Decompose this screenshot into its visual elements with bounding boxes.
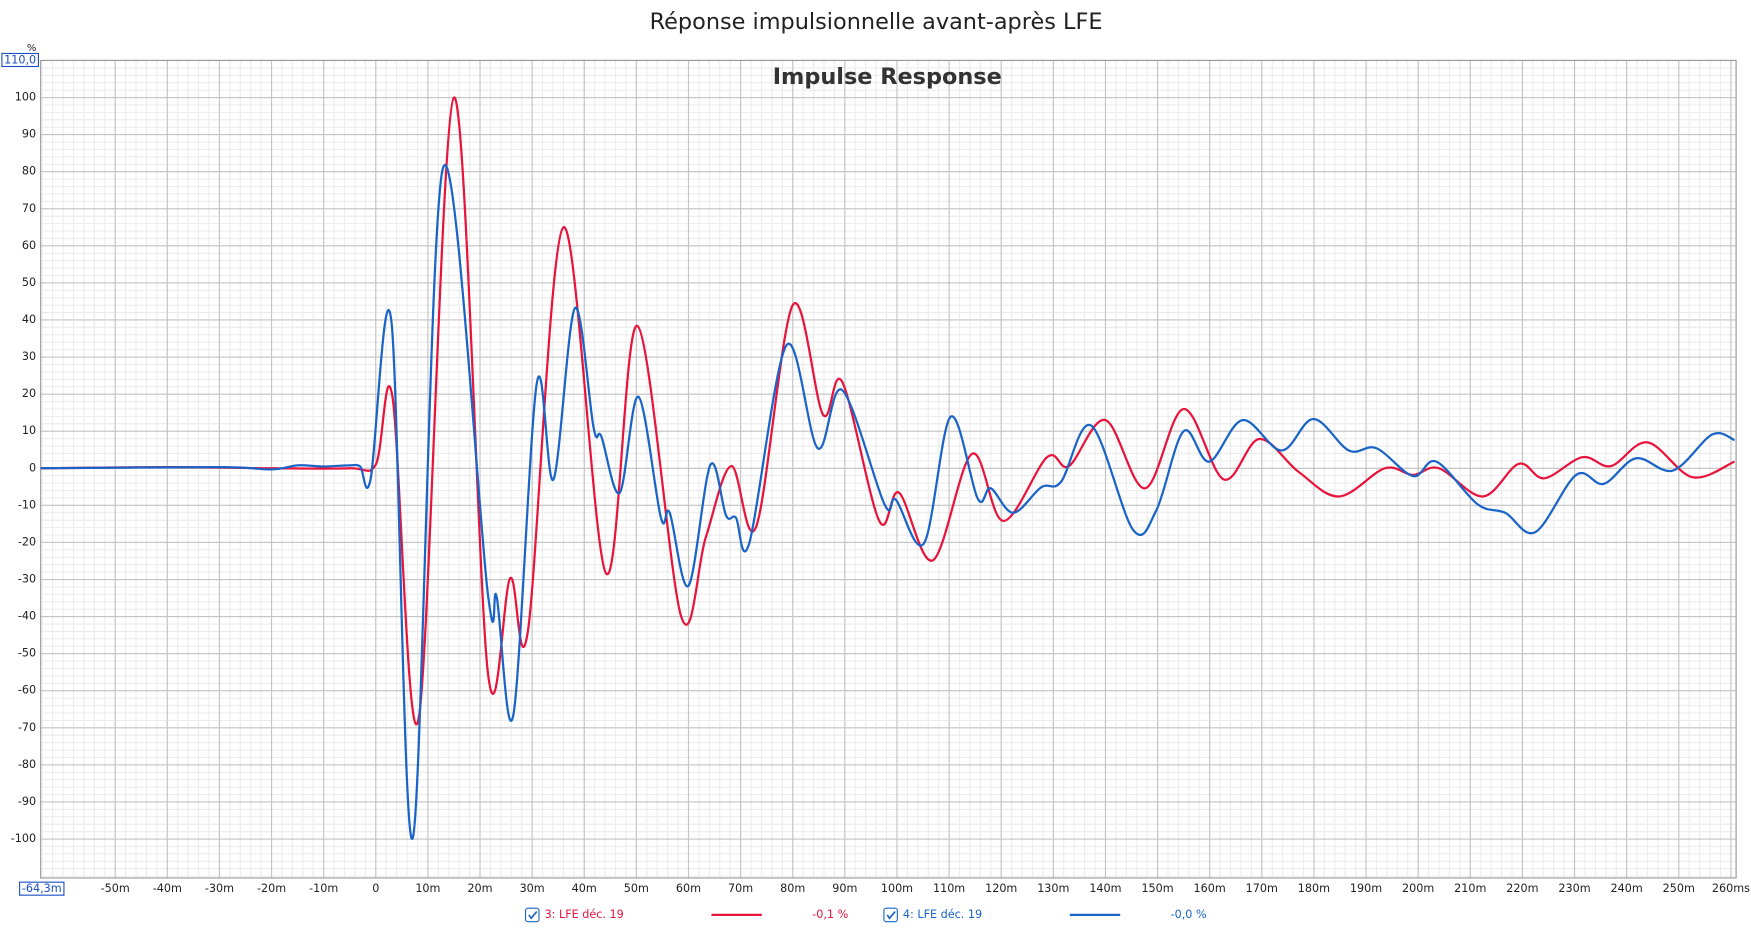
x-tick-label: 190m xyxy=(1350,882,1382,895)
x-tick-label: -20m xyxy=(257,882,286,895)
x-tick-label: 260ms xyxy=(1712,882,1750,895)
checkmark xyxy=(528,911,538,920)
series-line xyxy=(40,163,1735,840)
x-tick-label: 110m xyxy=(933,882,965,895)
x-tick-label: 60m xyxy=(676,882,701,895)
y-tick-label: 80 xyxy=(22,165,36,178)
legend-item: 4: LFE déc. 19 -0,0 % xyxy=(883,907,1207,923)
x-tick-label: 120m xyxy=(985,882,1017,895)
chart-subtitle: Impulse Response xyxy=(773,64,1002,90)
y-tick-label: -10 xyxy=(18,498,36,511)
x-tick-label: -40m xyxy=(153,882,182,895)
x-tick-label: -64,3m xyxy=(22,882,62,895)
x-tick-label: 90m xyxy=(832,882,857,895)
x-tick-label: 170m xyxy=(1246,882,1278,895)
y-tick-label: -60 xyxy=(18,684,36,697)
legend-value: -0,0 % xyxy=(1171,908,1207,921)
legend-label: 4: LFE déc. 19 xyxy=(903,908,982,921)
x-tick-label: -30m xyxy=(205,882,234,895)
y-tick-label: -30 xyxy=(18,573,36,586)
y-tick-label: -70 xyxy=(18,721,36,734)
x-tick-label: -50m xyxy=(101,882,130,895)
x-tick-label: 20m xyxy=(467,882,492,895)
legend-checkbox[interactable] xyxy=(883,907,898,923)
x-tick-label: 140m xyxy=(1089,882,1121,895)
x-tick-label: 100m xyxy=(881,882,913,895)
y-tick-label: 100 xyxy=(15,91,36,104)
x-tick-label: 160m xyxy=(1194,882,1226,895)
y-tick-label: -40 xyxy=(18,610,36,623)
x-tick-label: 70m xyxy=(728,882,753,895)
y-tick-label: 60 xyxy=(22,239,36,252)
y-tick-label: 90 xyxy=(22,128,36,141)
y-tick-label: 30 xyxy=(22,350,36,363)
x-tick-label: 200m xyxy=(1402,882,1434,895)
plot-border xyxy=(40,59,1737,879)
axis-limit-box xyxy=(1,52,39,68)
y-axis-label: % xyxy=(27,43,37,54)
checkmark xyxy=(886,911,896,920)
x-tick-label: 250m xyxy=(1663,882,1695,895)
x-tick-label: 40m xyxy=(572,882,597,895)
chart-title: Réponse impulsionnelle avant-après LFE xyxy=(650,9,1103,35)
y-tick-label: -100 xyxy=(11,832,36,845)
x-tick-label: 130m xyxy=(1037,882,1069,895)
legend-label: 3: LFE déc. 19 xyxy=(545,908,624,921)
x-tick-label: 150m xyxy=(1141,882,1173,895)
y-tick-label: -20 xyxy=(18,535,36,548)
series-line xyxy=(40,96,1736,726)
y-tick-label: 110,0 xyxy=(4,53,36,66)
y-tick-label: -50 xyxy=(18,647,36,660)
x-tick-label: 10m xyxy=(415,882,440,895)
x-tick-label: 220m xyxy=(1506,882,1538,895)
y-tick-label: 40 xyxy=(22,313,36,326)
y-tick-label: 50 xyxy=(22,276,36,289)
y-tick-label: -90 xyxy=(18,795,36,808)
x-tick-label: 80m xyxy=(780,882,805,895)
x-tick-label: 230m xyxy=(1558,882,1590,895)
x-tick-label: 210m xyxy=(1454,882,1486,895)
x-tick-label: 0 xyxy=(372,882,379,895)
y-tick-label: 20 xyxy=(22,387,36,400)
legend-value: -0,1 % xyxy=(812,908,848,921)
x-tick-label: -10m xyxy=(309,882,338,895)
y-tick-label: 70 xyxy=(22,202,36,215)
axis-limit-box xyxy=(19,881,65,896)
legend-item: 3: LFE déc. 19 -0,1 % xyxy=(524,907,849,923)
y-tick-label: 10 xyxy=(22,424,36,437)
y-tick-label: 0 xyxy=(29,461,36,474)
x-tick-label: 240m xyxy=(1611,882,1643,895)
x-tick-label: 30m xyxy=(520,882,545,895)
legend-checkbox[interactable] xyxy=(524,907,540,923)
x-tick-label: 50m xyxy=(624,882,649,895)
x-tick-label: 180m xyxy=(1298,882,1330,895)
y-tick-label: -80 xyxy=(18,758,36,771)
